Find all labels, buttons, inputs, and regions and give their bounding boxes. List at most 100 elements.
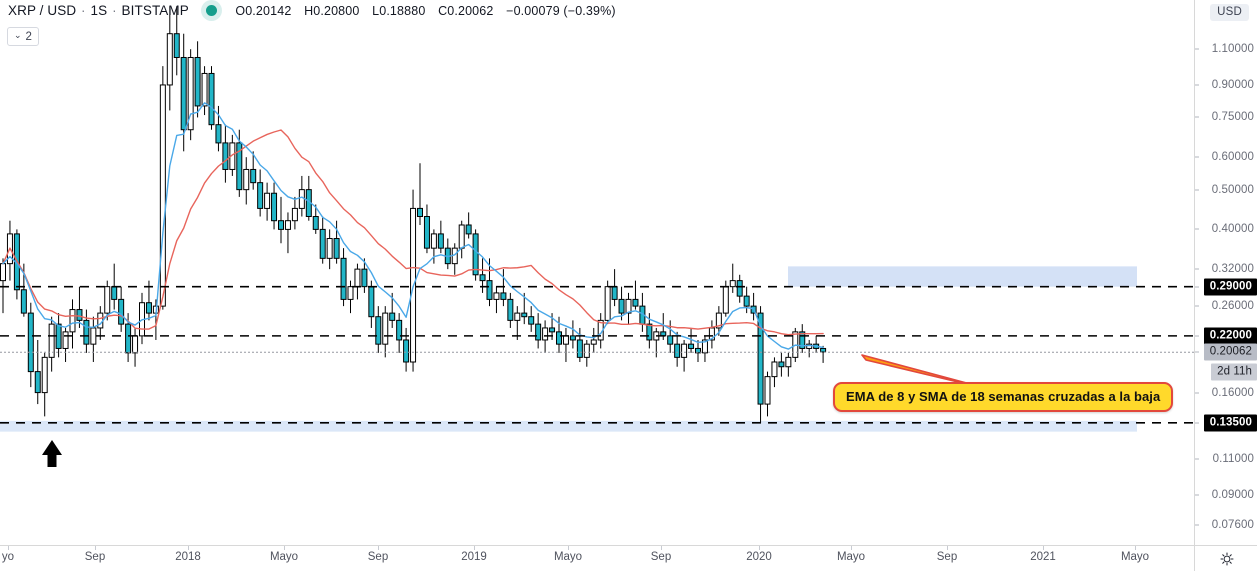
candle [688, 327, 695, 353]
time-tick-label: 2019 [461, 551, 487, 563]
legend-separator-1: · [81, 3, 86, 18]
candle [340, 248, 347, 307]
candle [625, 292, 632, 325]
candle [458, 220, 465, 259]
price-tag-0.13500[interactable]: 0.13500 [1203, 414, 1257, 432]
chart-legend: XRP / USD · 1S · BITSTAMP O0.20142 H0.20… [8, 3, 625, 18]
candle [361, 258, 368, 293]
time-tick [188, 546, 189, 550]
annotation-callout[interactable]: EMA de 8 y SMA de 18 semanas cruzadas a … [833, 382, 1174, 412]
time-tick-label: 2020 [746, 551, 772, 563]
price-tag-0.20062[interactable]: 0.20062 [1203, 343, 1257, 361]
price-tick [1195, 494, 1199, 496]
candle [611, 269, 618, 307]
price-tag-0.29000[interactable]: 0.29000 [1203, 278, 1257, 296]
candle [715, 306, 722, 336]
price-tag-0.22000[interactable]: 0.22000 [1203, 327, 1257, 345]
time-axis[interactable]: yo Sep 2018 Mayo Sep 2019 Mayo Sep 2020 Mayo Sep 20… [0, 545, 1194, 571]
candle [305, 175, 312, 221]
time-tick [568, 546, 569, 550]
support-zone[interactable] [0, 420, 1137, 432]
candle [674, 331, 681, 367]
chart-canvas [0, 6, 1194, 467]
price-tick-label: 0.11000 [1212, 453, 1254, 466]
candle [403, 327, 410, 372]
candle [333, 220, 340, 264]
price-tick [1195, 48, 1199, 50]
time-tick [95, 546, 96, 550]
candle [708, 320, 715, 349]
time-tick [759, 546, 760, 550]
time-tick [947, 546, 948, 550]
candle [771, 357, 778, 388]
candle [90, 316, 97, 362]
candle [298, 175, 305, 217]
candle [41, 352, 48, 417]
indicator-count-label: 2 [25, 30, 32, 43]
price-tick [1195, 351, 1199, 353]
candle [132, 327, 139, 367]
indicator-count-badge[interactable]: ⌄ 2 [7, 27, 39, 46]
candle [479, 258, 486, 293]
time-tick-label: 2018 [175, 551, 201, 563]
price-tick-label: 0.60000 [1211, 151, 1254, 164]
candle [430, 229, 437, 264]
candle [27, 302, 34, 388]
chart-plot-area[interactable] [0, 0, 1194, 545]
chart-settings-corner[interactable] [1194, 545, 1257, 571]
chevron-down-icon: ⌄ [14, 30, 22, 40]
price-tick-label: 0.32000 [1211, 263, 1254, 276]
annotation-text: EMA de 8 y SMA de 18 semanas cruzadas a … [846, 389, 1161, 404]
price-tick [1195, 116, 1199, 118]
candle [319, 216, 326, 264]
candle [535, 313, 542, 349]
price-tick [1195, 524, 1199, 526]
candle [173, 6, 180, 76]
gear-icon[interactable] [1219, 551, 1234, 566]
candle [785, 352, 792, 377]
candle [521, 292, 528, 325]
candle [257, 169, 264, 217]
up-arrow-marker[interactable] [42, 440, 62, 467]
candle [208, 66, 215, 130]
time-tick-label: Mayo [553, 551, 583, 563]
candle [437, 220, 444, 254]
time-tick-label: Mayo [269, 551, 299, 563]
price-axis[interactable]: USD 1.10000 0.90000 0.75000 0.60000 0.50000 0… [1194, 0, 1257, 545]
symbol-label[interactable]: XRP / USD [8, 3, 77, 18]
candle [514, 306, 521, 340]
candle [806, 339, 813, 358]
price-tick-label: 0.40000 [1211, 223, 1254, 236]
sma-18-line [2, 129, 824, 336]
open-value: O0.20142 [235, 4, 292, 18]
candle [569, 320, 576, 349]
candle [500, 269, 507, 307]
resistance-zone[interactable] [788, 266, 1137, 287]
time-tick-label: Sep [936, 551, 958, 563]
candle [736, 274, 743, 303]
candle [465, 212, 472, 239]
ohlc-values: O0.20142 H0.20800 L0.18880 C0.20062 −0.0… [235, 4, 624, 18]
price-tick-label: 0.75000 [1211, 111, 1254, 124]
legend-separator-2: · [112, 3, 117, 18]
candle [118, 286, 125, 332]
candle [681, 339, 688, 372]
price-tick [1195, 458, 1199, 460]
candle [743, 286, 750, 314]
time-tick-label: Sep [367, 551, 389, 563]
time-tick-label: Sep [650, 551, 672, 563]
price-tick-label: 0.90000 [1211, 78, 1254, 91]
candle [194, 41, 201, 118]
candle [375, 306, 382, 353]
candle [604, 280, 611, 325]
candle [347, 280, 354, 314]
price-tick [1195, 84, 1199, 86]
time-tick [1043, 546, 1044, 550]
interval-label[interactable]: 1S [90, 3, 108, 18]
candle [729, 263, 736, 293]
time-tick-label: Mayo [1120, 551, 1150, 563]
candle [382, 306, 389, 358]
candle [139, 292, 145, 345]
candle [799, 324, 806, 353]
exchange-label[interactable]: BITSTAMP [121, 3, 189, 18]
